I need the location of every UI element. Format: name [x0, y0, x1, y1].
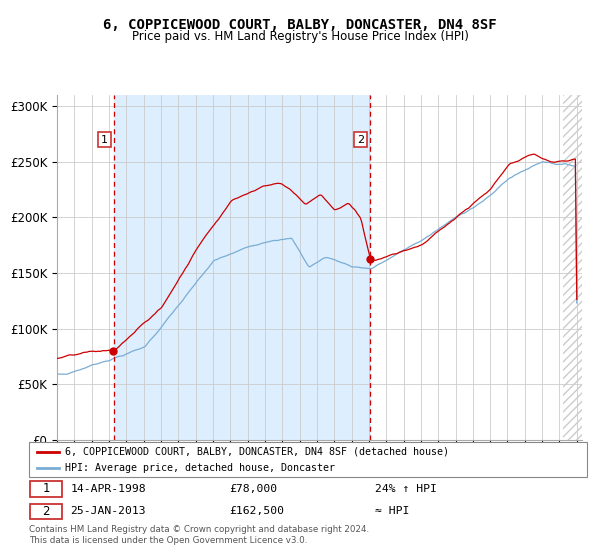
Text: 2: 2 [43, 505, 50, 518]
Text: 25-JAN-2013: 25-JAN-2013 [71, 506, 146, 516]
Text: 1: 1 [101, 134, 108, 144]
Text: 6, COPPICEWOOD COURT, BALBY, DONCASTER, DN4 8SF (detached house): 6, COPPICEWOOD COURT, BALBY, DONCASTER, … [65, 447, 449, 457]
Text: 24% ↑ HPI: 24% ↑ HPI [375, 484, 437, 494]
Text: Price paid vs. HM Land Registry's House Price Index (HPI): Price paid vs. HM Land Registry's House … [131, 30, 469, 43]
FancyBboxPatch shape [30, 503, 62, 519]
Text: HPI: Average price, detached house, Doncaster: HPI: Average price, detached house, Donc… [65, 463, 335, 473]
Bar [114, 95, 370, 440]
Text: 2: 2 [357, 134, 364, 144]
Text: £78,000: £78,000 [230, 484, 278, 494]
Text: 14-APR-1998: 14-APR-1998 [71, 484, 146, 494]
FancyBboxPatch shape [29, 442, 587, 477]
Text: 6, COPPICEWOOD COURT, BALBY, DONCASTER, DN4 8SF: 6, COPPICEWOOD COURT, BALBY, DONCASTER, … [103, 18, 497, 32]
Text: ≈ HPI: ≈ HPI [375, 506, 409, 516]
Text: £162,500: £162,500 [230, 506, 284, 516]
Text: 1: 1 [43, 482, 50, 495]
Bar [563, 90, 584, 440]
Text: Contains HM Land Registry data © Crown copyright and database right 2024.
This d: Contains HM Land Registry data © Crown c… [29, 525, 369, 545]
FancyBboxPatch shape [30, 481, 62, 497]
